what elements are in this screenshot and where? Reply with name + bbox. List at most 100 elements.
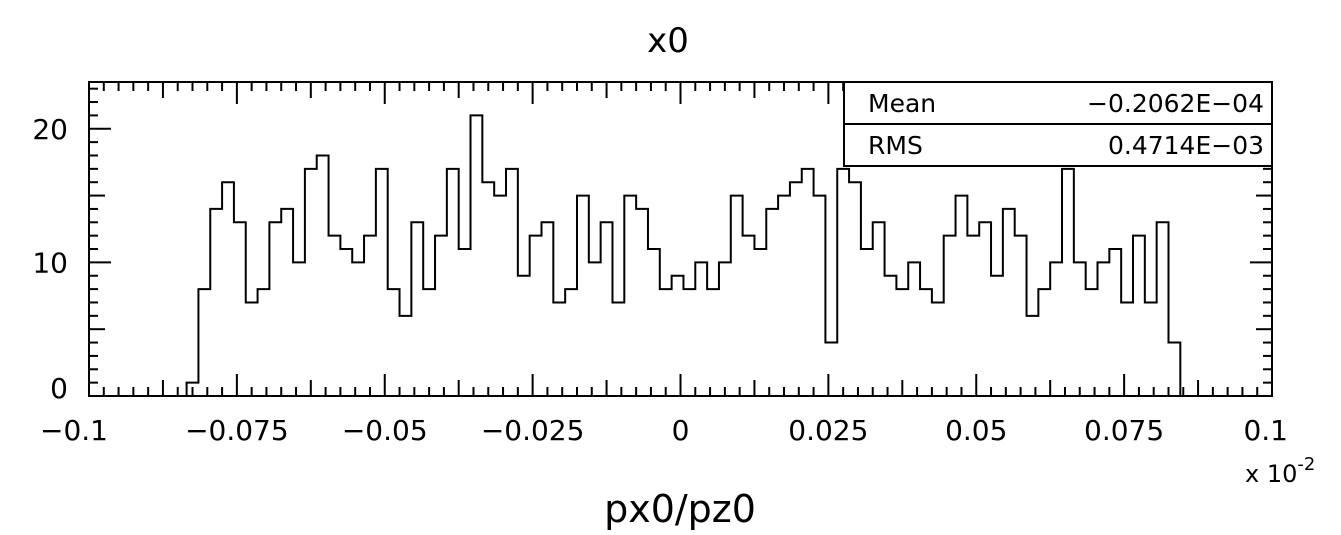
histogram-bin bbox=[754, 249, 766, 396]
histogram-bin bbox=[459, 249, 471, 396]
histogram-bin bbox=[234, 222, 246, 396]
histogram-bin bbox=[908, 262, 920, 396]
stat-name: RMS bbox=[868, 131, 923, 160]
x-axis-label: px0/pz0 bbox=[604, 487, 756, 531]
histogram-bin bbox=[281, 209, 293, 396]
histogram-bin bbox=[210, 209, 222, 396]
histogram-bin bbox=[1086, 289, 1098, 396]
histogram-bin bbox=[707, 289, 719, 396]
stats-box: Mean −0.2062E−04 RMS 0.4714E−03 bbox=[843, 81, 1273, 167]
histogram-bin bbox=[565, 289, 577, 396]
histogram-bin bbox=[660, 289, 672, 396]
histogram-bin bbox=[802, 169, 814, 396]
histogram-bin bbox=[624, 196, 636, 396]
histogram-bin bbox=[518, 276, 530, 396]
histogram-bin bbox=[1074, 262, 1086, 396]
histogram-bin bbox=[648, 249, 660, 396]
stat-name: Mean bbox=[868, 89, 936, 118]
histogram-bin bbox=[258, 289, 270, 396]
x-tick-label: 0.075 bbox=[1084, 414, 1164, 447]
chart-title: x0 bbox=[647, 21, 689, 61]
histogram-bin bbox=[364, 236, 376, 396]
histogram-bin bbox=[1050, 262, 1062, 396]
histogram-bin bbox=[506, 169, 518, 396]
x-tick-label: 0 bbox=[672, 414, 690, 447]
histogram-bin bbox=[885, 276, 897, 396]
histogram-bin bbox=[198, 289, 210, 396]
histogram-bin bbox=[471, 115, 483, 396]
histogram-bin bbox=[1145, 302, 1157, 396]
histogram-bin bbox=[494, 196, 506, 396]
histogram-bin bbox=[636, 209, 648, 396]
histogram-bin bbox=[1062, 169, 1074, 396]
histogram-bin bbox=[482, 182, 494, 396]
x-tick-label: 0.1 bbox=[1243, 414, 1288, 447]
histogram-bin bbox=[731, 196, 743, 396]
histogram-bin bbox=[553, 302, 565, 396]
histogram-bin bbox=[1157, 222, 1169, 396]
histogram-bin bbox=[589, 262, 601, 396]
histogram-bin bbox=[423, 289, 435, 396]
histogram-bin bbox=[1168, 343, 1180, 396]
histogram-bin bbox=[837, 169, 849, 396]
histogram-bin bbox=[530, 236, 542, 396]
histogram-bin bbox=[435, 236, 447, 396]
histogram-bin bbox=[956, 196, 968, 396]
histogram-bin bbox=[896, 289, 908, 396]
histogram-bins bbox=[185, 114, 1182, 396]
x-tick-label: −0.075 bbox=[185, 414, 289, 447]
x-axis-multiplier-base: x 10 bbox=[1245, 460, 1297, 488]
histogram-bin bbox=[683, 289, 695, 396]
histogram-bin bbox=[246, 302, 258, 396]
histogram-bin bbox=[601, 222, 613, 396]
histogram-bin bbox=[778, 196, 790, 396]
x-tick-label: −0.1 bbox=[40, 414, 108, 447]
y-tick-label: 20 bbox=[32, 113, 68, 146]
histogram-bin bbox=[411, 222, 423, 396]
histogram-bin bbox=[1003, 209, 1015, 396]
histogram-bin bbox=[672, 276, 684, 396]
histogram-bin bbox=[695, 262, 707, 396]
histogram-bin bbox=[447, 169, 459, 396]
histogram-bin bbox=[400, 316, 412, 396]
histogram-bin bbox=[305, 169, 317, 396]
histogram-bin bbox=[293, 262, 305, 396]
histogram-bin bbox=[861, 249, 873, 396]
stat-value: 0.4714E−03 bbox=[1108, 131, 1264, 160]
histogram-bin bbox=[719, 262, 731, 396]
histogram-bin bbox=[612, 302, 624, 396]
histogram-bin bbox=[222, 182, 234, 396]
histogram-bin bbox=[1109, 249, 1121, 396]
histogram-bin bbox=[991, 276, 1003, 396]
histogram-bin bbox=[1098, 262, 1110, 396]
x-tick-label: 0.025 bbox=[788, 414, 868, 447]
histogram-bin bbox=[329, 236, 341, 396]
histogram-bin bbox=[944, 236, 956, 396]
histogram-bin bbox=[873, 222, 885, 396]
histogram-bin bbox=[340, 249, 352, 396]
histogram-bin bbox=[979, 222, 991, 396]
histogram-bin bbox=[743, 236, 755, 396]
histogram-bin bbox=[766, 209, 778, 396]
histogram-bin bbox=[1027, 316, 1039, 396]
x-axis-multiplier-exponent: -2 bbox=[1297, 454, 1315, 475]
histogram-bin bbox=[388, 289, 400, 396]
histogram-bin bbox=[814, 196, 826, 396]
histogram-bin bbox=[1121, 302, 1133, 396]
histogram-bin bbox=[376, 169, 388, 396]
y-tick-label: 10 bbox=[32, 246, 68, 279]
y-axis-ticks: 0 10 20 bbox=[32, 87, 1272, 405]
histogram-outline bbox=[185, 114, 1182, 396]
x-tick-label: −0.025 bbox=[481, 414, 585, 447]
stat-value: −0.2062E−04 bbox=[1087, 89, 1264, 118]
y-tick-label: 0 bbox=[50, 372, 68, 405]
histogram-bin bbox=[849, 182, 861, 396]
histogram-bin bbox=[920, 289, 932, 396]
histogram-bin bbox=[790, 182, 802, 396]
histogram-bin bbox=[825, 343, 837, 396]
histogram-bin bbox=[541, 222, 553, 396]
histogram-bin bbox=[577, 196, 589, 396]
x-tick-label: −0.05 bbox=[342, 414, 428, 447]
histogram-bin bbox=[932, 302, 944, 396]
